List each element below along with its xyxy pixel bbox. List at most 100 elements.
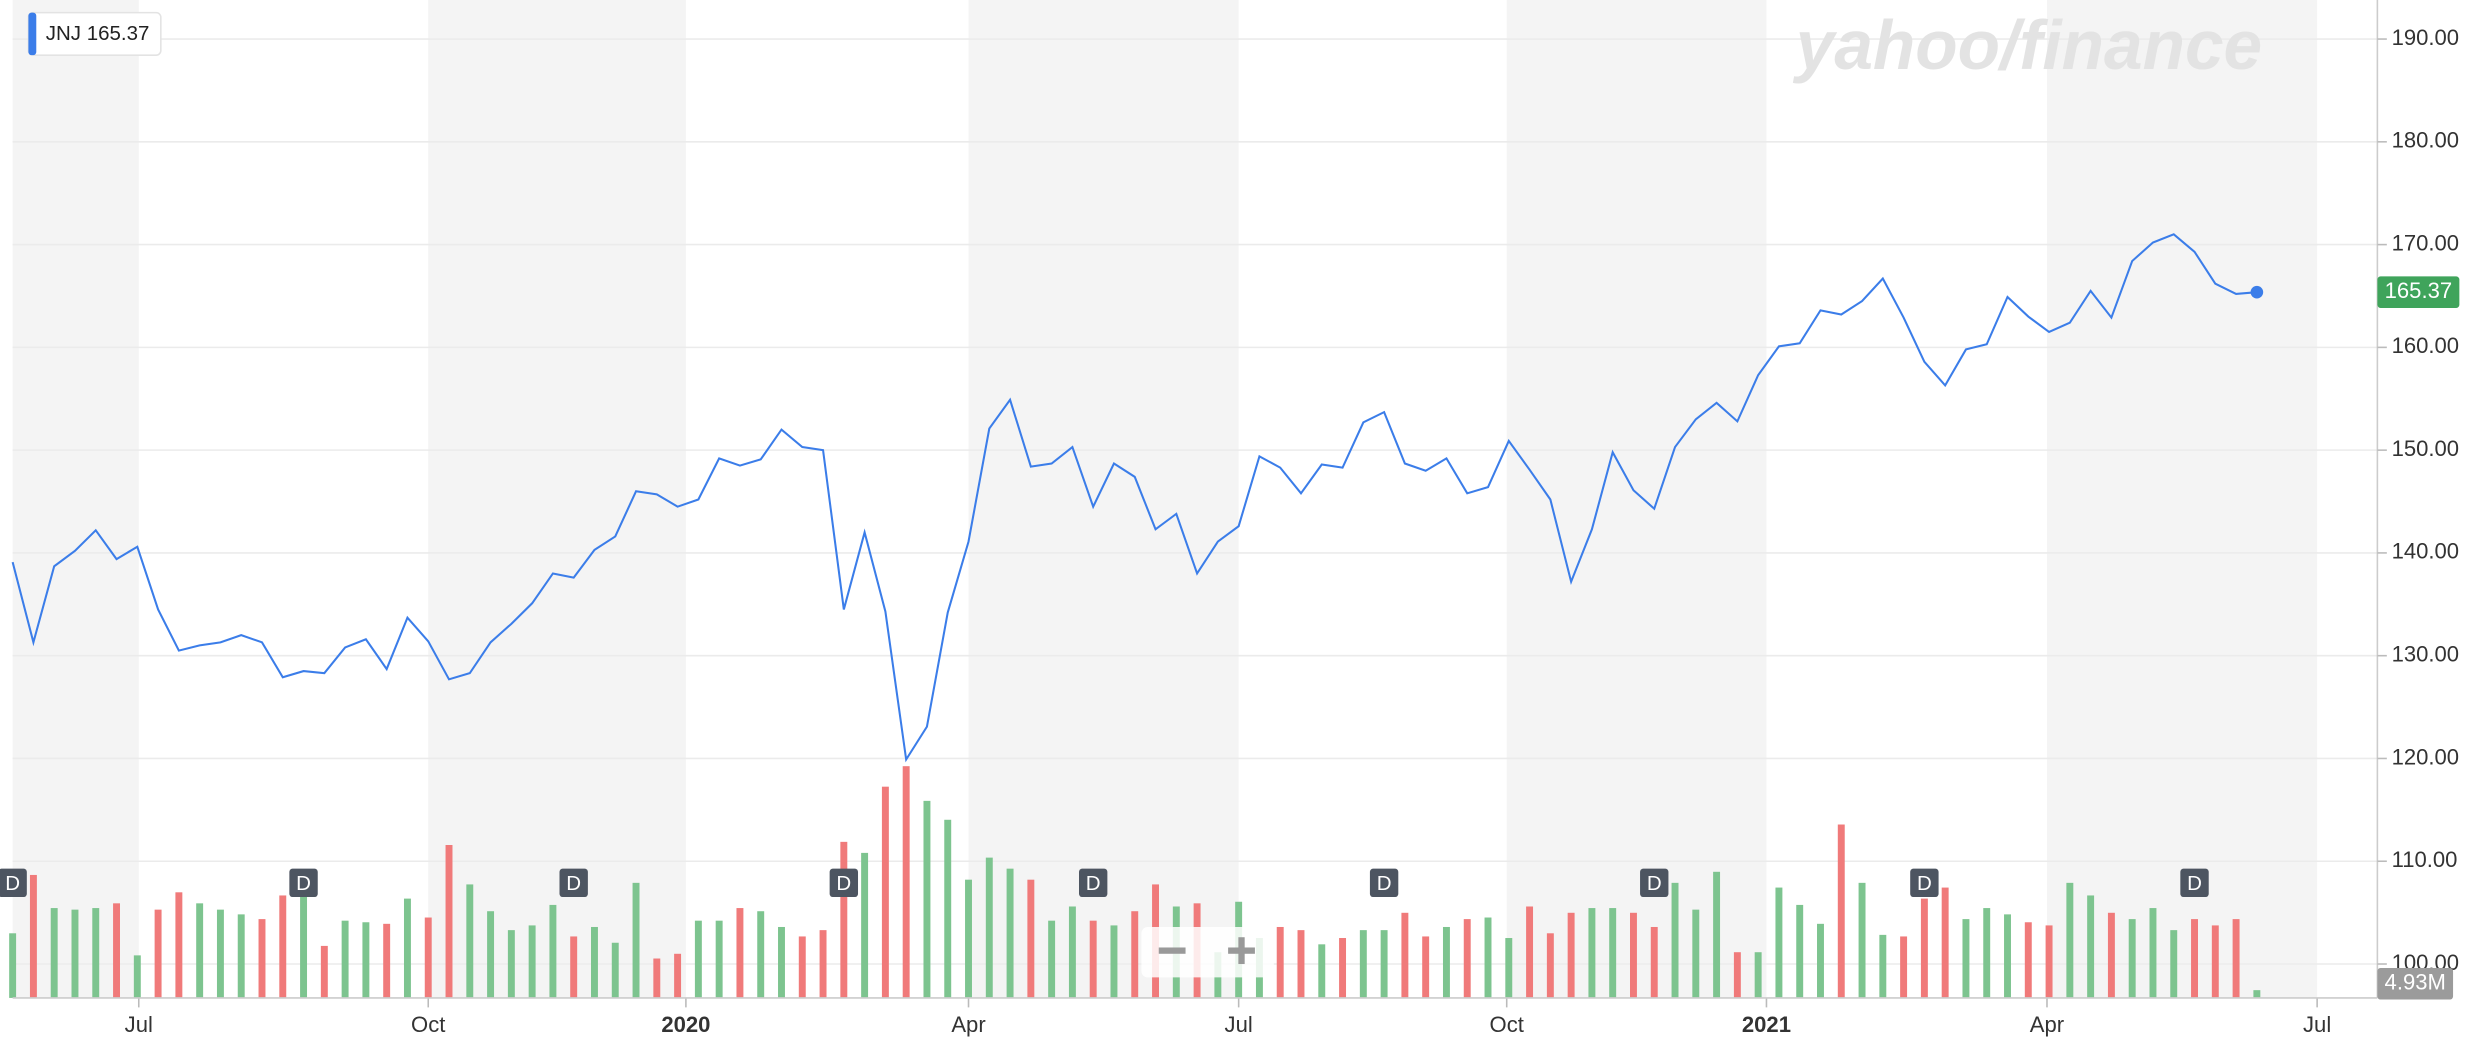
watermark: yahoo/finance	[1793, 6, 2262, 84]
volume-bar	[1297, 930, 1305, 998]
volume-bar	[653, 958, 661, 998]
legend-name: JNJ	[46, 22, 81, 45]
dividend-label: D	[1377, 872, 1392, 895]
volume-bar	[1567, 912, 1575, 998]
volume-bar	[1463, 919, 1471, 998]
volume-bar	[549, 904, 557, 998]
volume-bar	[965, 879, 972, 998]
x-tick-label: Oct	[1490, 1012, 1524, 1037]
volume-bar	[29, 874, 37, 998]
volume-bar	[1505, 938, 1513, 998]
legend-value: 165.37	[87, 22, 150, 45]
volume-bar	[92, 908, 100, 998]
volume-bar	[133, 955, 141, 998]
dividend-label: D	[836, 872, 851, 895]
volume-bar	[1920, 898, 1928, 998]
volume-bar	[466, 884, 474, 998]
grid	[12, 38, 2378, 965]
x-tick-label: Apr	[2030, 1012, 2064, 1037]
volume-bar	[923, 800, 931, 998]
volume-bars	[9, 766, 2261, 998]
volume-badge	[2377, 967, 2454, 1000]
volume-bar	[1588, 908, 1596, 998]
y-tick-label: 150.00	[2392, 436, 2459, 461]
x-tick-label: Jul	[2303, 1012, 2331, 1037]
volume-bar	[1027, 879, 1035, 998]
volume-bar	[507, 930, 515, 998]
volume-bar	[1484, 917, 1492, 998]
volume-bar	[902, 766, 910, 998]
x-tick-label: Oct	[411, 1012, 445, 1037]
volume-bar	[1422, 936, 1430, 998]
volume-bar	[1754, 952, 1762, 998]
volume-bar	[2004, 914, 2011, 998]
volume-bar	[1442, 926, 1450, 998]
dividend-label: D	[566, 872, 581, 895]
volume-bar	[757, 911, 765, 998]
dividend-label: D	[2187, 872, 2202, 895]
dividend-label: D	[5, 872, 20, 895]
x-tick-label: Jul	[1225, 1012, 1253, 1037]
y-tick-label: 120.00	[2392, 744, 2459, 769]
volume-bar	[1089, 920, 1097, 998]
dividend-label: D	[296, 872, 311, 895]
bands	[12, 0, 2318, 998]
x-tick-label: 2020	[661, 1012, 710, 1037]
y-tick-label: 130.00	[2392, 642, 2459, 667]
dividend-marker	[1369, 868, 1399, 898]
volume-bar	[1401, 912, 1409, 998]
volume-bar	[1733, 952, 1741, 998]
y-tick-label: 190.00	[2392, 25, 2459, 50]
volume-bar	[1671, 882, 1679, 998]
volume-bar	[985, 857, 993, 998]
volume-bar	[1837, 824, 1845, 998]
volume-bar	[1629, 912, 1637, 998]
volume-bar	[2066, 882, 2074, 998]
volume-bar	[403, 898, 411, 998]
volume-bar	[320, 945, 328, 998]
band	[12, 0, 139, 998]
volume-bar	[1879, 934, 1887, 998]
volume-bar	[2087, 895, 2095, 998]
dividend-label: D	[1647, 872, 1662, 895]
x-tick-label: Apr	[951, 1012, 985, 1037]
axes: 100.00110.00120.00130.00140.00150.00160.…	[12, 25, 2460, 1037]
legend[interactable]: JNJ 165.37	[27, 11, 162, 56]
volume-bar	[1339, 938, 1347, 998]
volume-bar	[2211, 925, 2219, 998]
volume-bar	[1983, 908, 1991, 998]
dividend-marker	[2180, 868, 2209, 898]
last-point	[2250, 285, 2264, 299]
band	[428, 0, 686, 998]
volume-bar	[632, 882, 640, 998]
volume-bar	[113, 903, 121, 998]
volume-bar	[819, 930, 827, 998]
volume-bar	[279, 895, 287, 998]
volume-bar	[154, 909, 162, 998]
volume-bar	[591, 926, 598, 998]
volume-bar	[1858, 882, 1866, 998]
volume-bar	[424, 917, 432, 998]
volume-bar	[798, 936, 806, 998]
zoom-in-bar[interactable]	[1238, 937, 1245, 965]
band	[2046, 0, 2318, 998]
price-badge	[2377, 276, 2460, 308]
dividend-label: D	[1917, 872, 1932, 895]
band	[1506, 0, 1767, 998]
volume-bar	[881, 786, 889, 998]
zoom-controls[interactable]	[1141, 926, 1274, 978]
volume-bar	[2253, 990, 2261, 998]
zoom-out[interactable]	[1158, 947, 1186, 954]
volume-bar	[1941, 887, 1949, 998]
volume-bar	[175, 892, 183, 998]
volume-bar	[300, 887, 308, 998]
volume-bar	[694, 920, 702, 998]
dividend-marker	[289, 868, 318, 898]
dividend-marker	[1640, 868, 1669, 898]
volume-bar	[1110, 925, 1118, 998]
volume-bar	[2128, 919, 2136, 998]
price-badge-label: 165.37	[2385, 278, 2452, 303]
